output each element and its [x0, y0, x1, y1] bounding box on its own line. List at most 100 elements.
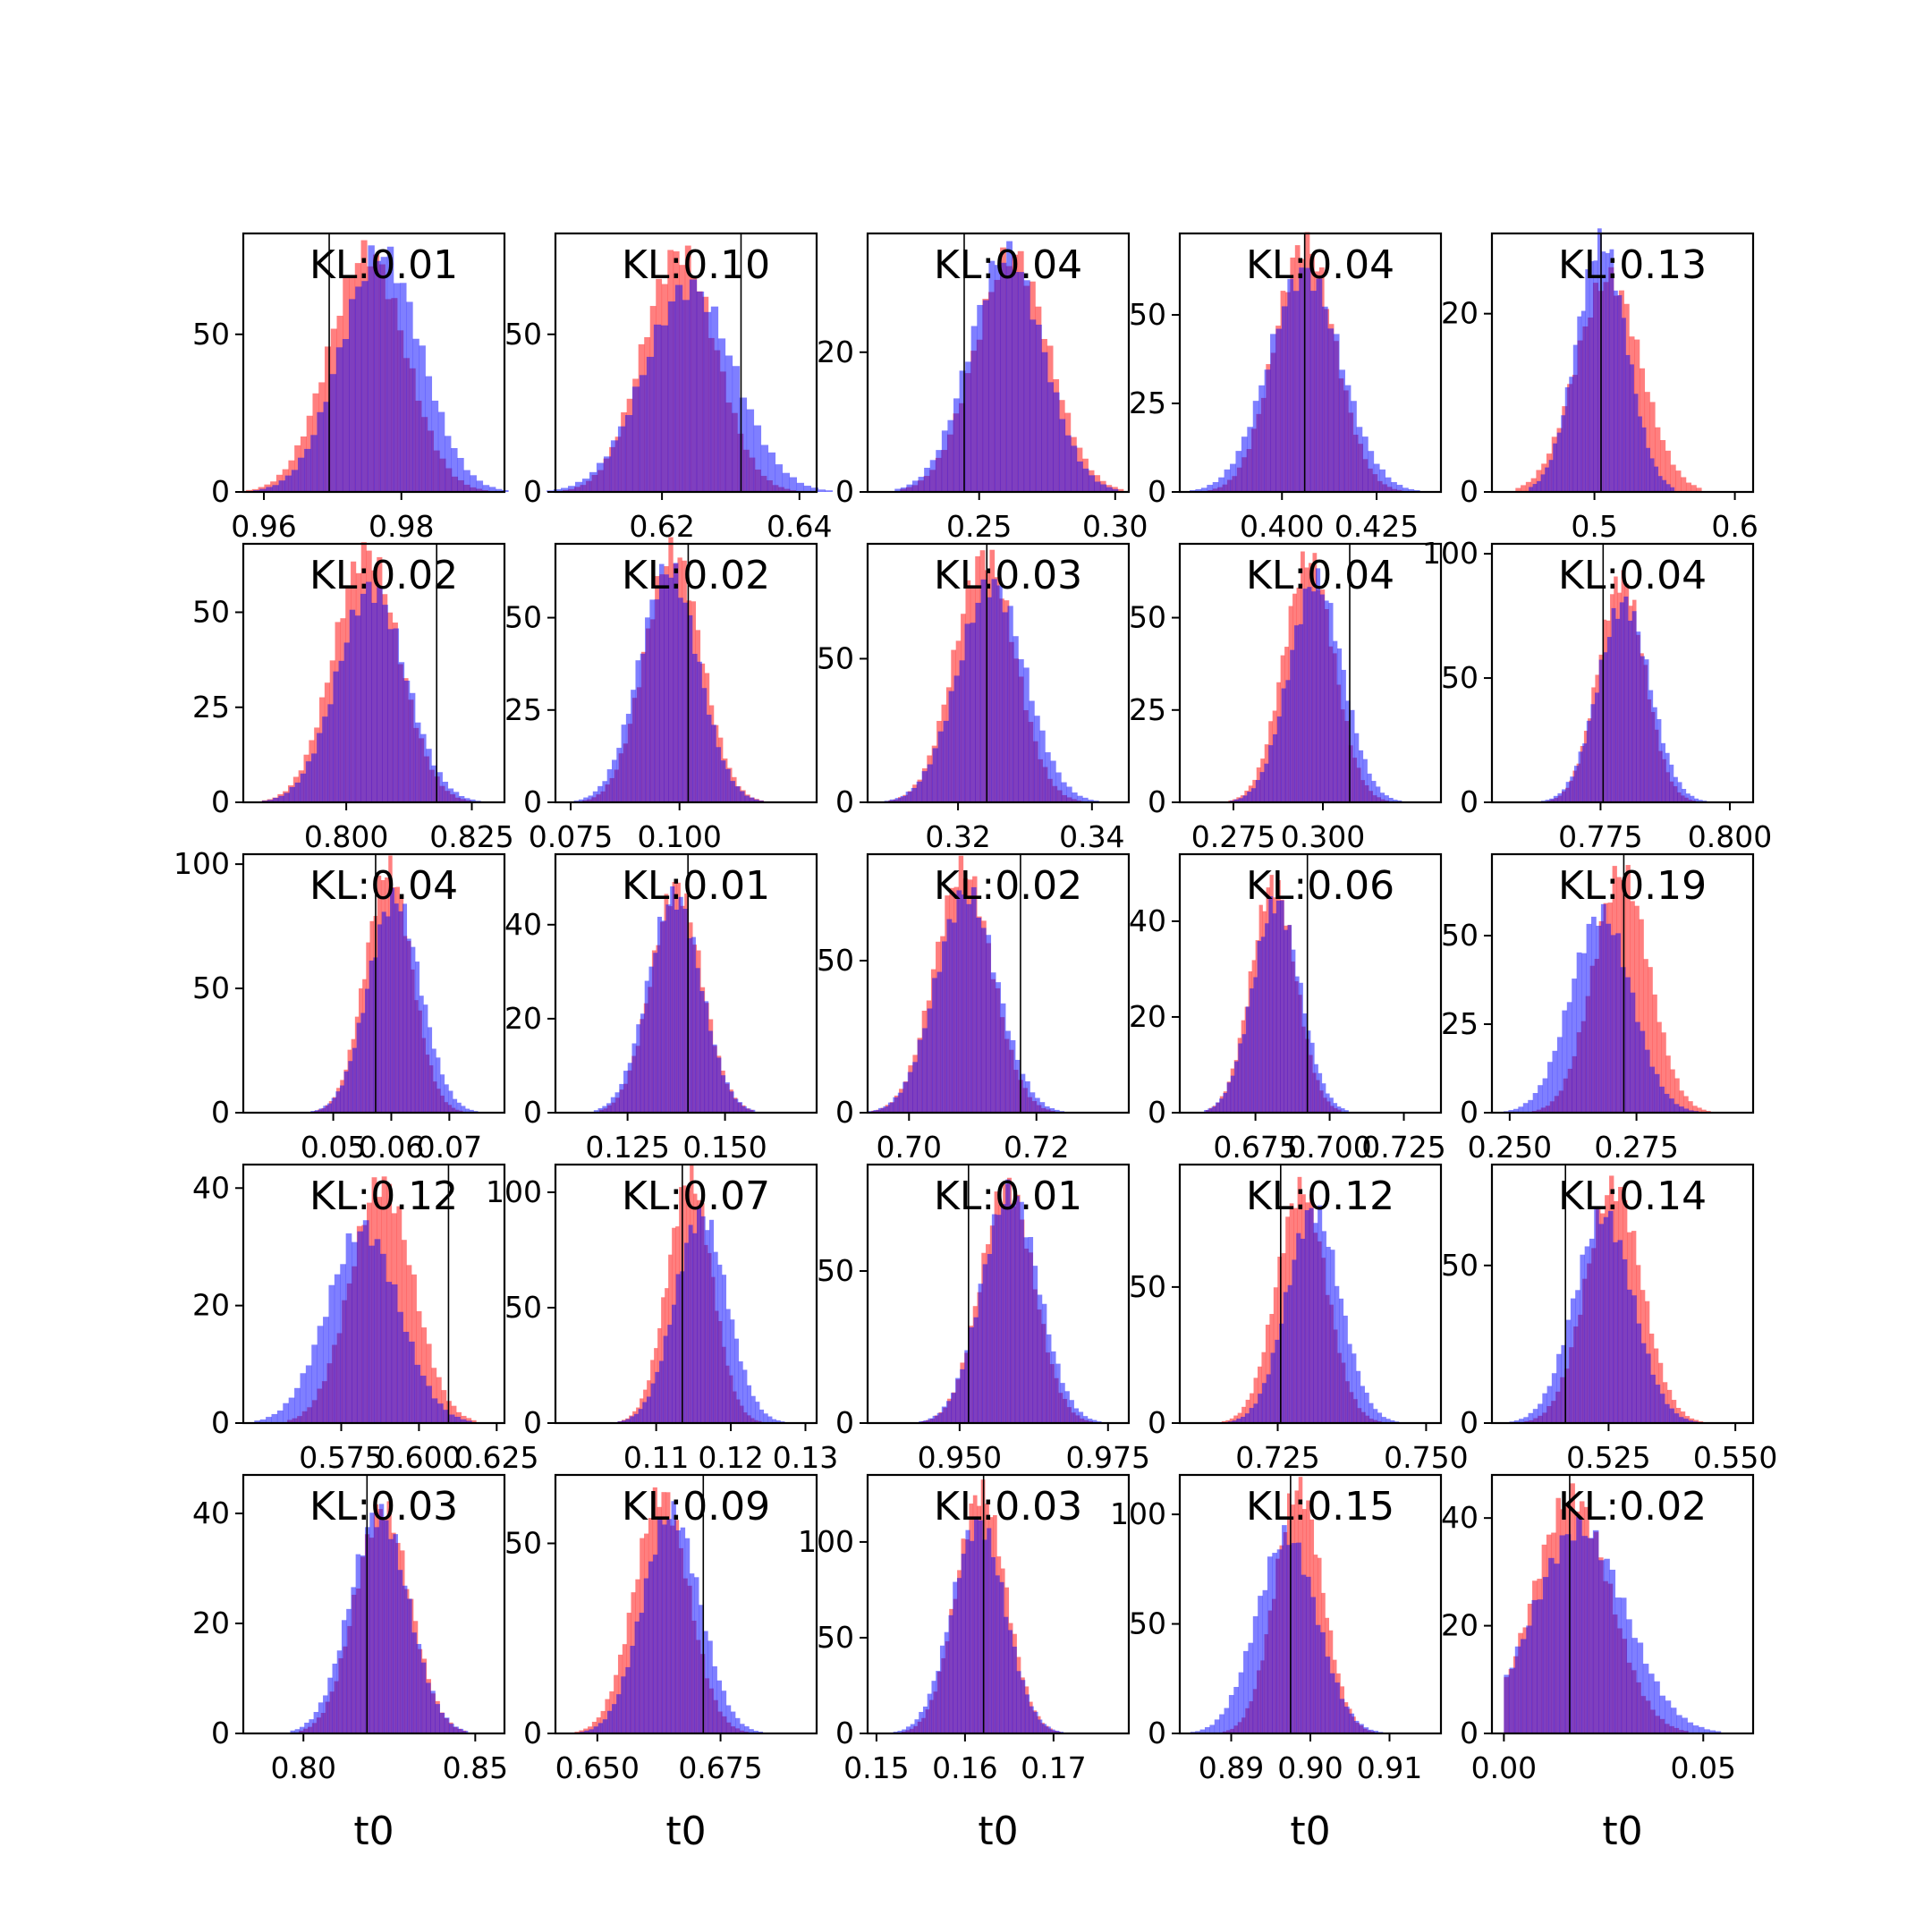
x-tick-label: 0.725	[1235, 1440, 1319, 1475]
histogram-bar	[671, 1501, 676, 1733]
x-tick-label: 0.650	[555, 1750, 640, 1785]
histogram-series-blue	[893, 1516, 1064, 1733]
histogram-bar	[1046, 1726, 1051, 1733]
x-tick-label: 0.07	[417, 1130, 482, 1165]
histogram-bar	[1087, 1419, 1093, 1423]
histogram-bar	[999, 1581, 1004, 1733]
histogram-bar	[1292, 1259, 1297, 1423]
histogram-bar	[1648, 1674, 1655, 1733]
histogram-bar	[448, 1414, 455, 1423]
histogram-bar	[1521, 1639, 1527, 1733]
histogram-bar	[1024, 1694, 1030, 1733]
histogram-bar	[1678, 1106, 1684, 1113]
histogram-bar	[1257, 940, 1262, 1113]
histogram-bar	[419, 996, 424, 1113]
histogram-bar	[1310, 291, 1317, 492]
histogram-bar	[1584, 1246, 1590, 1423]
x-tick-label: 0.96	[231, 509, 296, 544]
histogram-bar	[1270, 1352, 1275, 1423]
histogram-bar	[1638, 416, 1642, 492]
histogram-bar	[341, 1620, 347, 1733]
histogram-bar	[309, 1719, 314, 1733]
x-tick-label: 0.575	[299, 1440, 383, 1475]
histogram-bar	[1266, 1374, 1271, 1423]
histogram-bar	[318, 1702, 324, 1733]
histogram-bar	[327, 704, 334, 802]
x-tick-label: 0.05	[1671, 1750, 1736, 1785]
histogram-bar	[1688, 1101, 1693, 1113]
x-tick-label: 0.750	[1384, 1440, 1468, 1475]
histogram-bar	[1373, 463, 1380, 492]
histogram-bar	[1304, 267, 1311, 492]
histogram-bar	[1649, 402, 1656, 492]
histogram-bar	[928, 1418, 933, 1423]
histogram-bar	[305, 1365, 312, 1423]
axes-frame	[242, 852, 506, 1114]
histogram-bar	[443, 1410, 450, 1423]
histogram-bar	[1525, 481, 1531, 492]
histogram-bar	[1005, 1030, 1011, 1113]
histogram-bar	[1581, 953, 1587, 1113]
histogram-bar	[597, 1108, 603, 1113]
histogram-bar	[932, 748, 938, 802]
histogram-bar	[284, 792, 290, 802]
histogram-bar	[914, 1719, 919, 1733]
histogram-bar	[1529, 487, 1533, 492]
histogram-bar	[1039, 1102, 1046, 1113]
kl-annotation: KL:0.03	[934, 1484, 1082, 1530]
histogram-bar	[1630, 992, 1636, 1113]
histogram-bar	[574, 481, 583, 492]
histogram-bar	[1326, 1093, 1330, 1113]
histogram-bar	[682, 602, 689, 802]
histogram-bar	[1402, 487, 1409, 492]
x-tick-label: 0.91	[1357, 1750, 1422, 1785]
histogram-bar	[1385, 1419, 1391, 1423]
histogram-bar	[1082, 1416, 1089, 1423]
y-tick-label: 0	[1460, 1095, 1479, 1130]
histogram-bar	[1562, 789, 1566, 802]
kl-annotation: KL:0.04	[1558, 553, 1707, 598]
histogram-bar	[606, 769, 613, 802]
histogram-bar	[1367, 773, 1372, 802]
histogram-bar	[931, 1681, 936, 1733]
y-tick-label: 0	[1148, 1405, 1166, 1440]
x-tick-label: 0.16	[932, 1750, 997, 1785]
histogram-bar	[304, 1722, 309, 1733]
histogram-bar	[1522, 1103, 1529, 1113]
histogram-bar	[810, 487, 818, 492]
histogram-bar	[1045, 752, 1051, 802]
histogram-bar	[461, 1106, 466, 1113]
histogram-bar	[1204, 1109, 1208, 1113]
histogram-bar	[1341, 1108, 1345, 1113]
histogram-bar	[1272, 913, 1277, 1113]
histogram-bar	[704, 1001, 709, 1113]
histogram-bar	[1320, 1631, 1326, 1733]
x-tick-label: 0.11	[623, 1440, 689, 1475]
histogram-bar	[1012, 1646, 1017, 1733]
y-tick-label: 0	[211, 784, 230, 819]
histogram-bar	[1547, 1062, 1553, 1113]
histogram-bar	[682, 300, 691, 492]
histogram-bar	[729, 1091, 734, 1113]
subplot-3-3: 0 50 0.725 0.750 KL:0.12	[1129, 1163, 1469, 1475]
histogram-bar	[1683, 1108, 1690, 1113]
histogram-bar	[671, 1304, 676, 1423]
y-tick-label: 0	[835, 1095, 854, 1130]
y-tick-label: 20	[817, 335, 854, 369]
histogram-bar	[670, 886, 675, 1113]
histogram-bar	[1359, 1724, 1364, 1733]
histogram-bar	[1230, 1075, 1235, 1113]
histogram-bar	[665, 904, 671, 1113]
histogram-bar	[1283, 1292, 1288, 1423]
histogram-bar	[894, 488, 902, 492]
histogram-bar	[1548, 1557, 1555, 1733]
histogram-bar	[978, 1520, 983, 1733]
histogram-bar	[742, 1369, 748, 1423]
histogram-bar	[1051, 1351, 1056, 1423]
histogram-bar	[893, 1097, 899, 1113]
histogram-bar	[951, 1393, 956, 1423]
histogram-bar	[1581, 1536, 1588, 1733]
histogram-bar	[1195, 488, 1202, 492]
histogram-bar	[343, 1071, 349, 1113]
histogram-bar	[674, 284, 683, 492]
